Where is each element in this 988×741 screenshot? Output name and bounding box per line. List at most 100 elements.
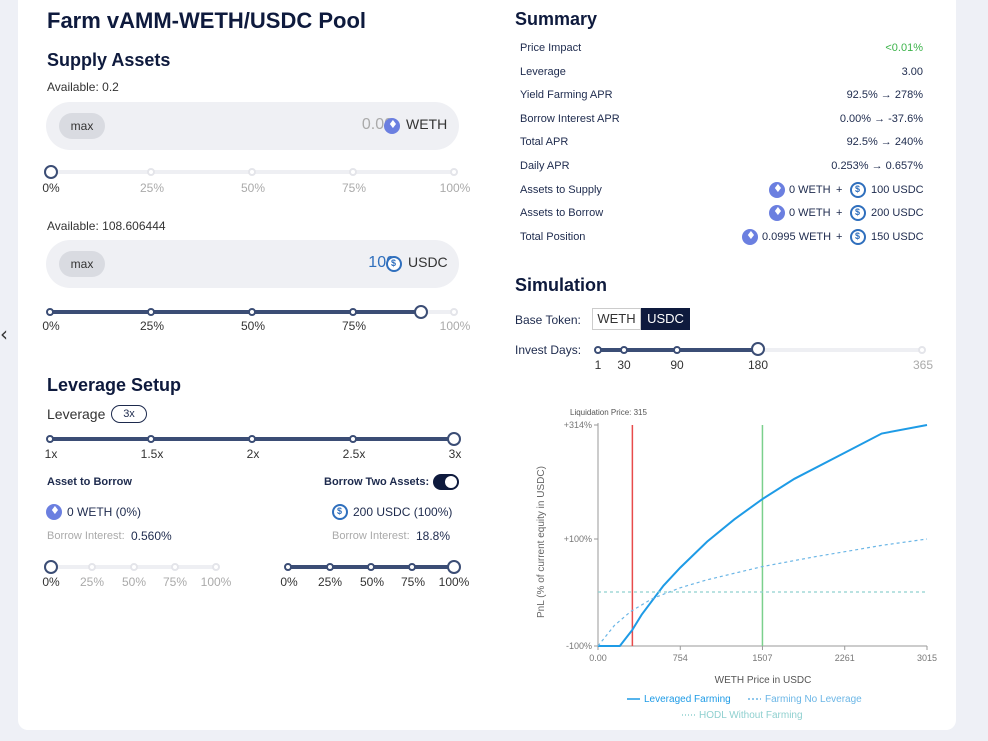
weth-icon — [384, 118, 400, 134]
pnl-chart: Liquidation Price: 315 +314% +100% -100% 0.… — [536, 408, 937, 721]
summary-label: Price Impact — [520, 42, 582, 54]
usdc-max-button[interactable]: max — [59, 251, 105, 277]
slider-tick: 1.5x — [140, 447, 164, 461]
slider-tick: 75% — [400, 575, 426, 589]
legend-leveraged: Leveraged Farming — [644, 694, 731, 705]
base-token-usdc-button[interactable]: USDC — [641, 308, 690, 330]
price-impact-value: <0.01% — [885, 42, 923, 54]
weth-input-box[interactable]: max 0.00 WETH — [46, 102, 459, 150]
usdc-borrow-amount: 200 USDC (100%) — [353, 505, 453, 519]
weth-borrow-interest-label: Borrow Interest: — [47, 530, 125, 542]
usdc-input-box[interactable]: max 100 USDC — [46, 240, 459, 288]
usdc-token-label: USDC — [408, 254, 448, 270]
slider-tick: 100% — [438, 575, 470, 589]
borrow-weth-amount: 0 WETH — [789, 207, 831, 219]
base-token-weth-button[interactable]: WETH — [592, 308, 641, 330]
plus-sign: + — [836, 207, 843, 219]
weth-token-label: WETH — [406, 116, 448, 132]
assets-to-supply-label: Assets to Supply — [520, 184, 602, 196]
slider-tick: 180 — [747, 358, 769, 372]
usdc-icon — [850, 229, 866, 245]
total-weth-amount: 0.0995 WETH — [762, 231, 832, 243]
back-chevron-icon[interactable]: ‹ — [0, 322, 8, 346]
usdc-icon — [386, 256, 402, 272]
x-axis-label: WETH Price in USDC — [715, 675, 812, 686]
summary-value: 0.00% → -37.6% — [839, 113, 923, 125]
borrow-usdc-amount: 200 USDC — [871, 207, 924, 219]
weth-icon — [46, 504, 62, 520]
summary-title: Summary — [515, 9, 598, 29]
summary-label: Leverage — [520, 66, 566, 78]
summary-value: 3.00 — [901, 66, 923, 78]
base-token-label: Base Token: — [515, 313, 581, 327]
slider-tick: 50% — [240, 319, 266, 333]
slider-tick: 100% — [439, 319, 471, 333]
y-tick-label: -100% — [566, 641, 592, 651]
y-tick-label: +314% — [564, 420, 592, 430]
slider-tick: 0% — [42, 575, 60, 589]
slider-tick: 100% — [200, 575, 232, 589]
weth-borrow-amount: 0 WETH (0%) — [67, 505, 142, 519]
slider-tick: 25% — [317, 575, 343, 589]
weth-icon — [742, 229, 758, 245]
slider-tick: 100% — [439, 181, 471, 195]
y-axis-label: PnL (% of current equity in USDC) — [536, 466, 547, 618]
invest-days-label: Invest Days: — [515, 343, 582, 357]
total-usdc-amount: 150 USDC — [871, 231, 924, 243]
usdc-borrow-slider-handle[interactable] — [447, 560, 461, 574]
usdc-icon — [850, 205, 866, 221]
summary-label: Daily APR — [520, 160, 570, 172]
slider-tick: 2.5x — [342, 447, 366, 461]
usdc-slider-handle[interactable] — [414, 305, 428, 319]
leverage-slider-handle[interactable] — [447, 432, 461, 446]
slider-tick: 25% — [139, 319, 165, 333]
asset-to-borrow-label: Asset to Borrow — [47, 476, 132, 488]
x-tick-label: 1507 — [752, 653, 772, 663]
supply-weth-amount: 0 WETH — [789, 184, 831, 196]
leverage-title: Leverage Setup — [47, 375, 182, 395]
farming-no-leverage-line — [597, 538, 928, 647]
weth-available: Available: 0.2 — [47, 80, 119, 94]
total-position-label: Total Position — [520, 231, 586, 243]
legend-hodl: HODL Without Farming — [699, 710, 803, 721]
slider-tick: 0% — [280, 575, 298, 589]
summary-label: Yield Farming APR — [520, 89, 613, 101]
farm-card: Farm vAMM-WETH/USDC Pool Supply Assets A… — [18, 0, 956, 730]
slider-tick: 75% — [341, 319, 367, 333]
leverage-value-badge: 3x — [111, 405, 147, 423]
summary-value: 92.5% → 240% — [846, 136, 923, 148]
usdc-borrow-interest: 18.8% — [416, 529, 451, 543]
slider-tick: 2x — [246, 447, 260, 461]
x-tick-label: 2261 — [835, 653, 855, 663]
slider-tick: 3x — [448, 447, 462, 461]
borrow-two-assets-toggle[interactable] — [433, 474, 459, 490]
weth-icon — [769, 182, 785, 198]
invest-days-slider-handle[interactable] — [751, 342, 765, 356]
weth-slider-handle[interactable] — [44, 165, 58, 179]
simulation-title: Simulation — [515, 275, 608, 295]
plus-sign: + — [836, 231, 843, 243]
supply-title: Supply Assets — [47, 50, 171, 70]
legend: Leveraged Farming Farming No Leverage HO… — [627, 694, 862, 721]
weth-borrow-slider-handle[interactable] — [44, 560, 58, 574]
slider-tick: 25% — [79, 575, 105, 589]
borrow-two-assets-label: Borrow Two Assets: — [324, 476, 430, 488]
leveraged-farming-line — [598, 424, 928, 647]
legend-no-leverage: Farming No Leverage — [765, 694, 862, 705]
weth-max-button[interactable]: max — [59, 113, 105, 139]
slider-tick: 50% — [240, 181, 266, 195]
weth-borrow-interest: 0.560% — [131, 529, 172, 543]
summary-value: 0.253% → 0.657% — [831, 160, 923, 172]
page-title: Farm vAMM-WETH/USDC Pool — [47, 8, 366, 33]
slider-tick: 75% — [162, 575, 188, 589]
usdc-borrow-interest-label: Borrow Interest: — [332, 530, 410, 542]
summary-value: 92.5% → 278% — [846, 89, 923, 101]
slider-tick: 50% — [121, 575, 147, 589]
slider-tick: 1 — [594, 358, 602, 372]
slider-tick: 0% — [42, 181, 60, 195]
usdc-icon — [332, 504, 348, 520]
plus-sign: + — [836, 184, 843, 196]
leverage-label: Leverage — [47, 406, 106, 422]
summary-label: Borrow Interest APR — [520, 113, 620, 125]
slider-tick: 90 — [670, 358, 684, 372]
